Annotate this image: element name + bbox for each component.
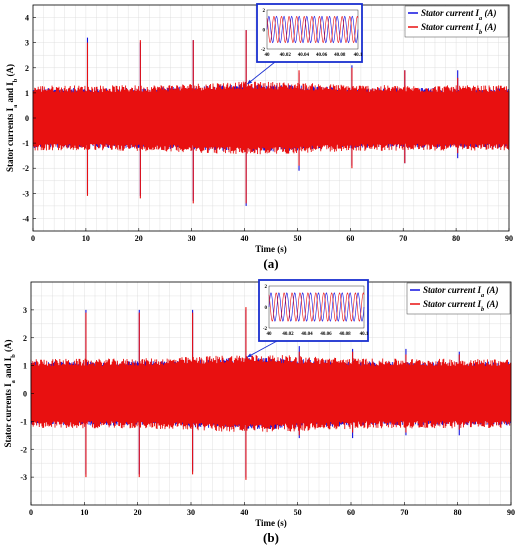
- inset-x-tick-label: 40.1: [354, 53, 363, 58]
- x-tick-label: 10: [80, 508, 88, 517]
- legend: Stator current Ia (A)Stator current Ib (…: [406, 282, 511, 315]
- x-tick-label: 80: [454, 508, 462, 517]
- inset: 40 40.02 40.04 40.06 40.08 40.1 2 0 -2: [258, 279, 369, 342]
- inset-y-tick-label: -2: [263, 327, 268, 332]
- inset-x-tick-label: 40.08: [334, 53, 346, 58]
- y-tick-label: 1: [25, 89, 29, 98]
- inset-arrow-head: [247, 79, 253, 85]
- y-tick-label: -4: [22, 214, 29, 223]
- y-tick-label: 1: [23, 362, 27, 371]
- x-tick-label: 70: [400, 508, 408, 517]
- x-tick-label: 30: [188, 234, 196, 243]
- x-tick-label: 0: [31, 234, 35, 243]
- inset-x-tick-label: 40.02: [280, 53, 292, 58]
- y-tick-label: 2: [23, 334, 27, 343]
- x-tick-label: 70: [399, 234, 407, 243]
- inset-x-tick-label: 40.06: [320, 332, 332, 337]
- y-tick-label: -1: [20, 417, 27, 426]
- y-axis-label: Stator currents Ia and Ib (A): [5, 64, 19, 172]
- inset-series-line: [268, 292, 365, 322]
- y-tick-label: 3: [23, 306, 27, 315]
- inset-x-tick-label: 40: [265, 53, 271, 58]
- inset-x-tick-label: 40: [267, 332, 273, 337]
- legend-box: [404, 5, 509, 38]
- y-tick-label: 2: [25, 64, 29, 73]
- x-axis-label: Time (s): [255, 244, 287, 254]
- x-tick-label: 40: [241, 234, 249, 243]
- y-tick-label: -1: [22, 139, 29, 148]
- y-tick-label: 4: [25, 14, 29, 23]
- inset-x-tick-label: 40.1: [360, 332, 369, 337]
- x-tick-label: 90: [507, 508, 515, 517]
- inset-x-tick-label: 40.02: [282, 332, 294, 337]
- inset-arrow: [246, 61, 276, 85]
- x-tick-label: 60: [346, 234, 354, 243]
- y-tick-label: -2: [20, 445, 27, 454]
- inset-series-line: [266, 15, 359, 44]
- y-tick-label: -3: [22, 189, 29, 198]
- x-tick-label: 90: [505, 234, 513, 243]
- x-tick-label: 80: [452, 234, 460, 243]
- legend: Stator current Ia (A)Stator current Ib (…: [404, 5, 509, 38]
- panel-caption: (b): [263, 530, 279, 545]
- series-line: [32, 81, 510, 155]
- legend-label: Stator current Ib (A): [421, 22, 496, 36]
- inset-x-tick-label: 40.06: [316, 53, 328, 58]
- legend-label: Stator current Ib (A): [423, 299, 498, 313]
- inset-y-tick-label: -2: [261, 48, 266, 53]
- x-tick-label: 50: [293, 234, 301, 243]
- inset-arrow-head: [247, 353, 252, 358]
- x-tick-label: 10: [82, 234, 90, 243]
- inset-x-tick-label: 40.04: [298, 53, 310, 58]
- inset-series-line: [266, 15, 359, 44]
- x-tick-label: 60: [347, 508, 355, 517]
- inset-x-tick-label: 40.04: [301, 332, 313, 337]
- x-tick-label: 20: [135, 234, 143, 243]
- inset-y-tick-label: 2: [265, 285, 268, 290]
- series-b: [30, 307, 512, 480]
- x-tick-label: 50: [294, 508, 302, 517]
- x-axis-label: Time (s): [255, 518, 287, 528]
- series-b: [32, 30, 510, 204]
- inset-y-tick-label: 0: [263, 29, 266, 34]
- x-tick-label: 0: [29, 508, 33, 517]
- x-tick-label: 20: [134, 508, 142, 517]
- inset-arrow: [246, 340, 278, 358]
- legend-label: Stator current Ia (A): [423, 285, 498, 299]
- y-axis-label: Stator currents Ia and Ib (A): [3, 339, 17, 447]
- y-tick-label: 3: [25, 39, 29, 48]
- y-tick-label: -3: [20, 473, 27, 482]
- legend-box: [406, 282, 511, 315]
- x-tick-label: 30: [187, 508, 195, 517]
- y-tick-label: 0: [23, 390, 27, 399]
- inset: 40 40.02 40.04 40.06 40.08 40.1 2 0 -2: [256, 3, 363, 63]
- inset-series-line: [268, 292, 365, 322]
- inset-y-tick-label: 0: [265, 306, 268, 311]
- inset-x-tick-label: 40.08: [339, 332, 351, 337]
- inset-y-tick-label: 2: [263, 9, 266, 14]
- x-tick-label: 40: [240, 508, 248, 517]
- y-tick-label: -2: [22, 164, 29, 173]
- y-tick-label: 0: [25, 114, 29, 123]
- series-line: [30, 354, 512, 433]
- legend-label: Stator current Ia (A): [421, 8, 496, 22]
- panel-caption: (a): [263, 256, 278, 271]
